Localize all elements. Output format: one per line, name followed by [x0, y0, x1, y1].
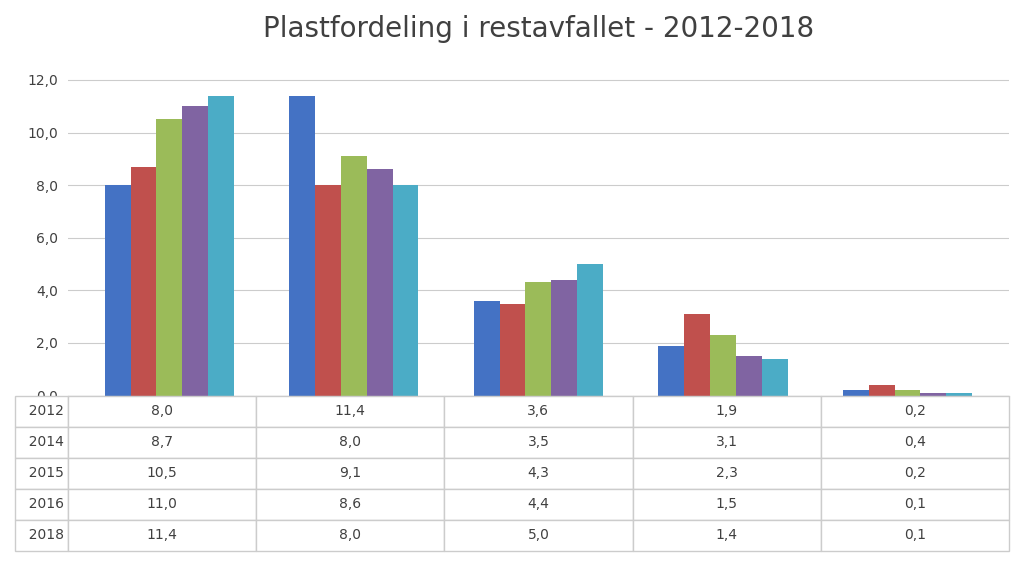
Bar: [474, 301, 500, 396]
Bar: [843, 391, 868, 396]
Bar: [895, 391, 921, 396]
Bar: [525, 282, 551, 396]
Bar: [658, 346, 684, 396]
Bar: [104, 185, 130, 396]
Bar: [289, 96, 315, 396]
Bar: [578, 264, 603, 396]
Bar: [736, 356, 762, 396]
Bar: [551, 280, 578, 396]
Bar: [392, 185, 419, 396]
Bar: [367, 169, 392, 396]
Bar: [710, 335, 736, 396]
Title: Plastfordeling i restavfallet - 2012-2018: Plastfordeling i restavfallet - 2012-201…: [263, 15, 814, 43]
Bar: [868, 385, 895, 396]
Bar: [182, 106, 208, 396]
Bar: [315, 185, 341, 396]
Bar: [500, 303, 525, 396]
Bar: [341, 156, 367, 396]
Bar: [684, 314, 710, 396]
Bar: [208, 96, 233, 396]
Bar: [946, 393, 972, 396]
Bar: [762, 359, 787, 396]
Bar: [157, 119, 182, 396]
Bar: [921, 393, 946, 396]
Bar: [130, 167, 157, 396]
